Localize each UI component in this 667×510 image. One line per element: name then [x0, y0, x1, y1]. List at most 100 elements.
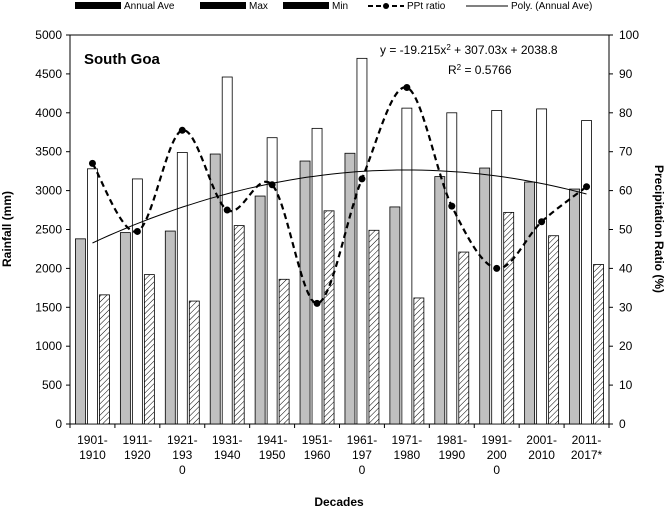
legend-swatch-annual-ave [75, 2, 121, 9]
ppt-ratio-point [448, 202, 456, 210]
ppt-ratio-point [88, 159, 96, 167]
legend-swatch-min [283, 2, 329, 9]
x-tick-label: 1940 [214, 448, 241, 462]
bar-annual-ave [389, 206, 401, 425]
x-tick-label: 1950 [259, 448, 286, 462]
y-tick-label-left: 500 [42, 378, 62, 392]
r-squared-label: R [448, 63, 457, 77]
bar-min [503, 211, 515, 425]
legend-marker-ppt-ratio [383, 3, 389, 9]
x-tick-label: 200 [487, 448, 507, 462]
trend-equation: y = -19.215x2 + 307.03x + 2038.8 [380, 43, 558, 58]
r-squared: R2 = 0.5766 [448, 63, 512, 78]
x-tick-label: 1951- [302, 433, 333, 447]
y-tick-label-left: 1500 [35, 300, 62, 314]
bar-min [278, 278, 290, 425]
y-tick-label-right: 50 [619, 223, 633, 237]
ppt-ratio-point [538, 218, 546, 226]
poly-trendline [92, 169, 587, 244]
bar-annual-ave [254, 195, 266, 425]
x-tick-label: 2017* [571, 448, 603, 462]
y-tick-label-right: 10 [619, 378, 633, 392]
ppt-ratio-point [358, 175, 366, 183]
x-axis-title: Decades [314, 495, 364, 509]
y-tick-label-right: 0 [619, 417, 626, 431]
bar-min [368, 229, 380, 425]
bar-max [536, 108, 548, 425]
y-tick-label-left: 3000 [35, 184, 62, 198]
ppt-ratio-point [268, 181, 276, 189]
y-tick-label-left: 2500 [35, 223, 62, 237]
x-tick-label: 1961- [347, 433, 378, 447]
x-tick-label: 1911- [122, 433, 152, 447]
x-tick-label: 1901- [77, 433, 108, 447]
bar-annual-ave [344, 152, 356, 425]
chart-title: South Goa [84, 51, 160, 68]
bar-max [266, 137, 278, 425]
legend-swatch-max [200, 2, 246, 9]
bar-max [356, 57, 368, 425]
ppt-ratio-point [583, 183, 591, 191]
y-tick-label-right: 60 [619, 184, 633, 198]
bar-max [221, 76, 233, 425]
x-tick-label: 1910 [79, 448, 106, 462]
bar-annual-ave [524, 181, 536, 425]
trend-equation-part2: + 307.03x + 2038.8 [451, 43, 558, 57]
bar-min [188, 300, 200, 425]
x-tick-label: 197 [352, 448, 372, 462]
bar-annual-ave [75, 238, 86, 425]
bar-annual-ave [119, 232, 131, 425]
x-tick-label: 2010 [528, 448, 555, 462]
legend-label-annual-ave: Annual Ave [124, 1, 175, 12]
bar-annual-ave [569, 188, 580, 425]
bar-min [99, 294, 110, 425]
y-tick-label-right: 30 [619, 300, 633, 314]
x-tick-label: 1960 [304, 448, 331, 462]
legend-label-poly: Poly. (Annual Ave) [511, 1, 592, 12]
x-tick-label: 193 [172, 448, 192, 462]
bar-max [176, 152, 188, 425]
x-tick-label: 0 [359, 463, 366, 477]
x-tick-label: 1931- [212, 433, 243, 447]
bar-annual-ave [479, 167, 491, 425]
y-tick-label-left: 2000 [35, 261, 62, 275]
ppt-ratio-point [178, 126, 186, 134]
bar-max [311, 127, 323, 425]
x-tick-label: 1990 [438, 448, 465, 462]
legend-label-max: Max [249, 1, 268, 12]
ppt-ratio-point [313, 299, 321, 307]
ppt-ratio-point [223, 206, 231, 214]
y-tick-label-right: 20 [619, 339, 633, 353]
bar-min [413, 297, 425, 425]
bar-annual-ave [164, 230, 176, 425]
legend-label-ppt-ratio: PPt ratio [407, 1, 446, 12]
ppt-ratio-line [91, 86, 588, 305]
x-tick-label: 0 [493, 463, 500, 477]
legend-label-min: Min [332, 1, 348, 12]
bar-min [458, 251, 470, 425]
bar-annual-ave [299, 160, 311, 425]
y-tick-label-left: 5000 [35, 28, 62, 42]
y-axis-title-right: Precipitation Ratio (%) [652, 165, 666, 293]
bar-max [581, 120, 592, 425]
chart-marks: 0500100015002000250030003500400045005000… [35, 28, 639, 477]
ppt-ratio-point [403, 84, 411, 92]
bar-max [87, 168, 98, 425]
x-tick-label: 1971- [392, 433, 423, 447]
x-tick-label: 1920 [124, 448, 151, 462]
bar-min [323, 210, 335, 425]
bar-annual-ave [434, 176, 446, 425]
x-tick-label: 2011- [572, 433, 602, 447]
x-tick-label: 1981- [436, 433, 467, 447]
x-tick-label: 1921- [167, 433, 198, 447]
x-tick-label: 2001- [526, 433, 557, 447]
y-axis-title-left: Rainfall (mm) [0, 191, 14, 267]
ppt-ratio-point [133, 227, 141, 235]
y-tick-label-right: 100 [619, 28, 639, 42]
x-tick-label: 1980 [394, 448, 421, 462]
bar-min [593, 264, 604, 425]
y-tick-label-right: 90 [619, 67, 633, 81]
bar-annual-ave [209, 153, 221, 425]
ppt-ratio-point [493, 264, 501, 272]
